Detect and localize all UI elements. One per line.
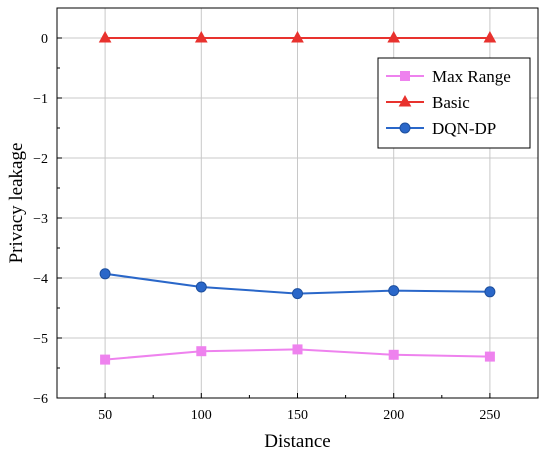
marker-square	[400, 71, 410, 81]
marker-triangle	[398, 94, 412, 107]
legend-item: Basic	[386, 93, 470, 112]
x-tick-label: 150	[287, 408, 308, 423]
series-layer	[98, 30, 497, 365]
marker-square	[196, 346, 207, 357]
legend-label: Basic	[432, 93, 470, 112]
legend-item: Max Range	[386, 67, 511, 86]
marker-triangle	[194, 30, 208, 43]
marker-circle	[388, 285, 400, 297]
marker-triangle	[483, 30, 497, 43]
legend-label: DQN-DP	[432, 119, 496, 138]
marker-circle	[484, 286, 496, 298]
marker-square	[100, 354, 111, 365]
x-axis-title: Distance	[264, 431, 330, 452]
series-basic	[98, 30, 497, 43]
marker-circle	[99, 268, 111, 280]
marker-triangle	[387, 30, 401, 43]
y-tick-label: −4	[33, 272, 48, 287]
marker-triangle	[291, 30, 304, 43]
marker-square	[484, 351, 495, 362]
marker-square	[388, 349, 399, 360]
y-tick-label: −1	[33, 92, 48, 107]
y-tick-label: −5	[33, 332, 48, 347]
marker-triangle	[98, 30, 112, 43]
y-axis-title: Privacy leakage	[6, 143, 27, 264]
series-max-range	[100, 344, 495, 365]
legend-item: DQN-DP	[386, 119, 496, 138]
series-dqn-dp	[99, 268, 496, 300]
x-tick-label: 250	[479, 408, 500, 423]
y-tick-label: −2	[33, 152, 48, 167]
y-tick-label: −3	[33, 212, 48, 227]
y-tick-label: 0	[41, 32, 48, 47]
y-tick-label: −6	[33, 392, 48, 407]
marker-circle	[399, 122, 411, 134]
marker-circle	[292, 288, 303, 300]
x-tick-label: 200	[383, 408, 404, 423]
marker-square	[292, 344, 303, 355]
legend-label: Max Range	[432, 67, 511, 86]
marker-circle	[195, 281, 207, 293]
legend: Max Range Basic DQN-DP	[377, 57, 531, 149]
x-tick-label: 50	[98, 408, 112, 423]
axes: 50 100 150 200 250 0 −1 −2 −3 −4 −5 −6	[33, 7, 500, 423]
x-tick-label: 100	[191, 408, 212, 423]
